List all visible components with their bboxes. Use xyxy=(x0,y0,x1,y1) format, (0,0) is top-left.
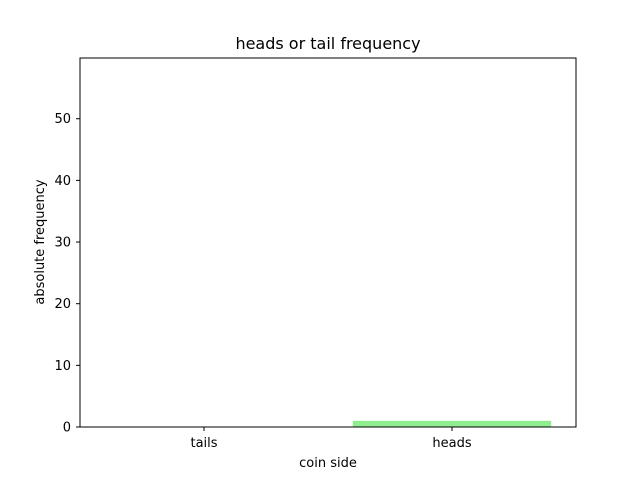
y-axis-label: absolute frequency xyxy=(33,179,48,305)
y-tick-label: 20 xyxy=(54,297,71,312)
y-tick-label: 10 xyxy=(54,359,71,374)
y-tick-label: 40 xyxy=(54,174,71,189)
x-tick-label: tails xyxy=(190,436,217,451)
y-tick-label: 30 xyxy=(54,236,71,251)
chart-title: heads or tail frequency xyxy=(235,34,420,53)
x-axis-label: coin side xyxy=(299,456,357,471)
plot-frame xyxy=(79,57,577,428)
x-tick-label: heads xyxy=(432,436,471,451)
plot-area: 0 10 20 30 40 50 tails heads xyxy=(54,112,552,451)
bar-heads xyxy=(352,420,552,427)
y-tick-label: 0 xyxy=(63,421,71,436)
y-tick-label: 50 xyxy=(54,112,71,127)
